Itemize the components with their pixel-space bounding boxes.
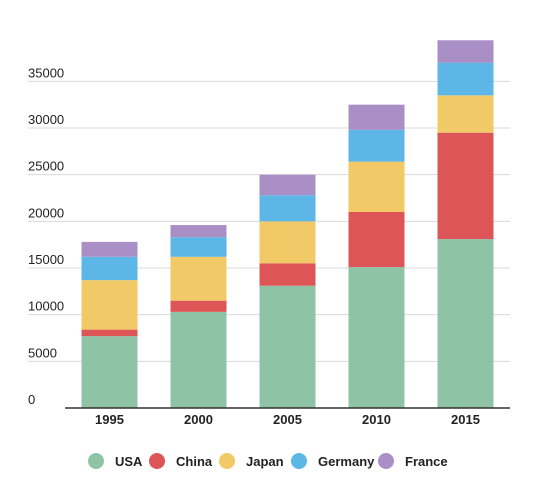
legend: USA China Japan Germany France xyxy=(88,453,448,469)
bar-segment-germany-2000 xyxy=(170,237,227,257)
bar-segment-france-1995 xyxy=(81,241,138,257)
y-tick-label: 5000 xyxy=(28,345,57,360)
bar-segment-france-2010 xyxy=(348,104,405,130)
bar-segment-france-2005 xyxy=(259,174,316,196)
x-axis-labels: 1995 2000 2005 2010 2015 xyxy=(95,412,480,427)
x-tick-label-2015: 2015 xyxy=(451,412,480,427)
bar-segment-germany-2005 xyxy=(259,195,316,222)
bar-segment-china-1995 xyxy=(81,329,138,337)
bar-segment-usa-2015 xyxy=(437,239,494,408)
bar-segment-japan-1995 xyxy=(81,280,138,330)
bar-segment-china-2010 xyxy=(348,212,405,268)
x-tick-label-2000: 2000 xyxy=(184,412,213,427)
y-tick-label: 35000 xyxy=(28,65,64,80)
bar-segment-germany-2010 xyxy=(348,129,405,162)
legend-swatch-japan xyxy=(219,453,235,469)
legend-label-france: France xyxy=(405,454,448,469)
y-tick-label: 30000 xyxy=(28,112,64,127)
bar-segment-france-2000 xyxy=(170,225,227,238)
bar-segment-germany-1995 xyxy=(81,256,138,281)
bar-segment-usa-1995 xyxy=(81,336,138,408)
legend-swatch-germany xyxy=(291,453,307,469)
bar-segment-germany-2015 xyxy=(437,62,494,96)
y-tick-label: 0 xyxy=(28,392,35,407)
legend-label-japan: Japan xyxy=(246,454,284,469)
bar-segment-japan-2015 xyxy=(437,95,494,133)
bar-segment-usa-2000 xyxy=(170,311,227,408)
y-tick-label: 15000 xyxy=(28,252,64,267)
bar-segment-japan-2005 xyxy=(259,221,316,264)
y-tick-label: 20000 xyxy=(28,205,64,220)
x-tick-label-2005: 2005 xyxy=(273,412,302,427)
y-tick-label: 10000 xyxy=(28,299,64,314)
bar-segment-usa-2010 xyxy=(348,267,405,408)
x-tick-label-2010: 2010 xyxy=(362,412,391,427)
legend-swatch-usa xyxy=(88,453,104,469)
bar-segment-usa-2005 xyxy=(259,285,316,408)
bar-segment-china-2015 xyxy=(437,132,494,240)
y-axis-ticks: 0 5000 10000 15000 20000 25000 30000 35000 xyxy=(28,65,64,407)
bar-segment-china-2005 xyxy=(259,263,316,286)
bar-segment-japan-2010 xyxy=(348,161,405,212)
bar-segment-japan-2000 xyxy=(170,256,227,301)
legend-swatch-china xyxy=(149,453,165,469)
legend-swatch-france xyxy=(378,453,394,469)
bar-segment-china-2000 xyxy=(170,300,227,312)
bars xyxy=(81,40,494,408)
legend-label-usa: USA xyxy=(115,454,143,469)
legend-label-china: China xyxy=(176,454,213,469)
x-tick-label-1995: 1995 xyxy=(95,412,124,427)
legend-label-germany: Germany xyxy=(318,454,375,469)
bar-segment-france-2015 xyxy=(437,40,494,63)
y-tick-label: 25000 xyxy=(28,159,64,174)
